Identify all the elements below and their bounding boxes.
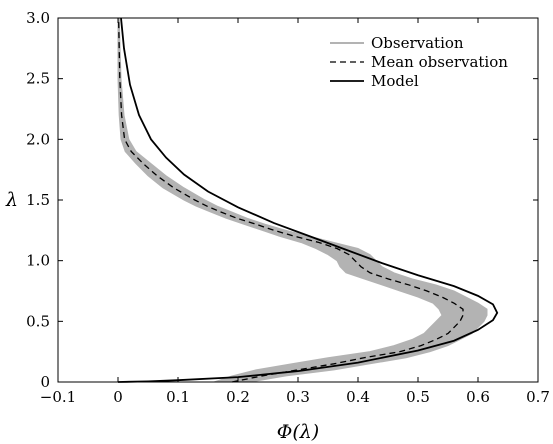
series-layer [117,17,499,383]
y-tick-label: 2.5 [26,70,50,88]
x-tick-label: 0.2 [226,388,250,406]
y-tick-label: 3.0 [26,9,50,27]
tick-layer: −0.1 0 0.1 0.2 0.3 0.4 0.5 0.6 0.700.51.01.52.02… [26,9,550,406]
x-tick-label: 0.6 [466,388,490,406]
y-tick-label: 1.0 [26,252,50,270]
y-tick-label: 2.0 [26,130,50,148]
x-tick-label: 0.3 [286,388,310,406]
legend-label: Observation [371,34,464,52]
model-line [117,17,499,383]
observation-band-layer [117,17,488,383]
y-tick-label: 1.5 [26,191,50,209]
x-tick-label: 0.7 [526,388,550,406]
legend-label: Mean observation [371,53,508,71]
legend-label: Model [371,72,419,90]
x-tick-label: 0 [113,388,123,406]
y-tick-label: 0.5 [26,312,50,330]
observation-band [117,17,488,383]
x-tick-label: −0.1 [40,388,76,406]
x-axis-label: Φ(λ) [277,421,319,443]
mean-observation-line [117,17,464,383]
x-tick-label: 0.5 [406,388,430,406]
y-tick-label: 0 [40,373,50,391]
x-tick-label: 0.4 [346,388,370,406]
x-tick-label: 0.1 [166,388,190,406]
y-axis-label: λ [5,189,18,211]
